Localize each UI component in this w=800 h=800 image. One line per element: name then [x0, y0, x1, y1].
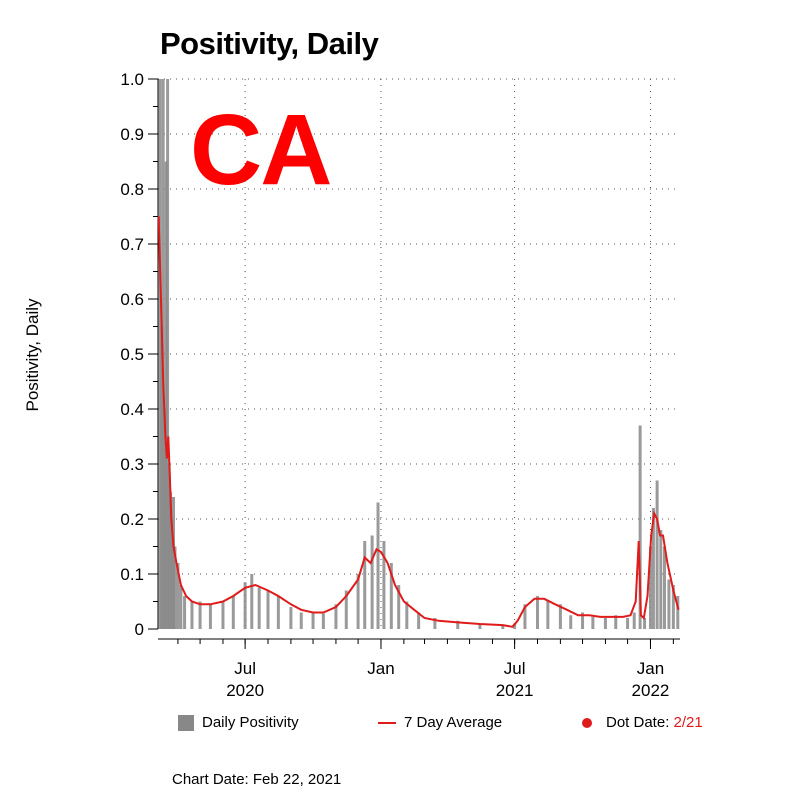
daily-positivity-bar	[676, 596, 680, 629]
daily-positivity-bar	[370, 535, 374, 629]
daily-positivity-bar	[523, 604, 527, 629]
daily-positivity-bar	[183, 596, 187, 629]
daily-positivity-bar	[344, 590, 348, 629]
daily-positivity-bar	[208, 604, 212, 629]
daily-positivity-bar	[433, 618, 437, 629]
daily-positivity-bar	[166, 79, 170, 629]
daily-positivity-bar	[266, 590, 270, 629]
y-tick-label: 0.7	[120, 235, 144, 254]
y-tick-label: 1.0	[120, 70, 144, 89]
daily-positivity-bar	[662, 546, 666, 629]
daily-positivity-bar	[671, 585, 675, 629]
daily-positivity-bar	[221, 601, 225, 629]
y-tick-label: 0.4	[120, 400, 144, 419]
y-tick-label: 0.8	[120, 180, 144, 199]
daily-positivity-bar	[655, 480, 659, 629]
x-tick-label: Jul	[504, 659, 526, 678]
legend-dot-label: Dot Date:	[606, 714, 670, 731]
daily-positivity-bar	[501, 624, 505, 629]
daily-positivity-bar	[397, 585, 401, 629]
daily-positivity-bar	[276, 596, 280, 629]
daily-positivity-bar	[648, 546, 652, 629]
daily-positivity-bar	[334, 604, 338, 629]
legend-dot-swatch	[582, 717, 592, 728]
daily-positivity-bar	[456, 620, 460, 629]
daily-positivity-bar	[651, 508, 655, 629]
y-tick-label: 0.6	[120, 290, 144, 309]
daily-positivity-bar	[389, 563, 393, 629]
daily-positivity-bar	[289, 607, 293, 629]
daily-positivity-bar	[603, 618, 607, 629]
daily-positivity-bar	[546, 601, 550, 629]
daily-positivity-bar	[581, 612, 585, 629]
legend-daily: Daily Positivity	[178, 714, 299, 731]
daily-positivity-bar	[257, 587, 261, 629]
legend-avg-label: 7 Day Average	[404, 714, 503, 731]
daily-positivity-bar	[478, 623, 482, 629]
legend-daily-label: Daily Positivity	[202, 714, 299, 731]
chart-date-footer: Chart Date: Feb 22, 2021	[172, 771, 342, 788]
x-tick-label: Jan	[367, 659, 394, 678]
x-year-label: 2020	[226, 681, 264, 700]
7-day-average-line	[157, 216, 680, 628]
daily-positivity-bar	[513, 623, 517, 629]
chart-title: Positivity, Daily	[160, 26, 379, 61]
daily-positivity-bar	[614, 615, 618, 629]
legend-dot: Dot Date: 2/21	[582, 714, 703, 731]
daily-positivity-bar	[231, 596, 235, 629]
daily-positivity-bar	[632, 612, 636, 629]
daily-positivity-bar	[176, 563, 180, 629]
y-tick-label: 0.5	[120, 345, 144, 364]
legend-dot-date: 2/21	[673, 714, 703, 731]
daily-positivity-bar	[376, 502, 380, 629]
daily-positivity-bar	[321, 613, 325, 629]
daily-positivity-bar	[659, 530, 663, 629]
daily-positivity-bar	[569, 615, 573, 629]
y-tick-label: 0.2	[120, 510, 144, 529]
x-tick-label: Jan	[637, 659, 664, 678]
x-year-label: 2022	[632, 681, 670, 700]
daily-positivity-bar	[311, 612, 315, 629]
daily-positivity-bar	[173, 546, 177, 629]
daily-positivity-bar	[558, 604, 562, 629]
y-tick-label: 0.1	[120, 565, 144, 584]
legend-bar-swatch	[178, 714, 194, 731]
daily-positivity-bar	[363, 541, 367, 629]
daily-positivity-bar	[243, 582, 247, 629]
x-year-label: 2021	[496, 681, 534, 700]
daily-positivity-bar	[356, 574, 360, 629]
daily-positivity-bar	[591, 616, 595, 629]
daily-positivity-bar	[382, 541, 386, 629]
x-tick-label: Jul	[234, 659, 256, 678]
daily-positivity-bar	[417, 612, 421, 629]
daily-positivity-bar	[638, 425, 642, 629]
daily-positivity-bar	[405, 601, 409, 629]
daily-positivity-bar	[179, 585, 183, 629]
state-label: CA	[190, 94, 332, 206]
daily-positivity-bar	[198, 601, 202, 629]
daily-positivity-bar	[536, 596, 540, 629]
y-tick-label: 0.9	[120, 125, 144, 144]
daily-positivity-bar	[667, 579, 671, 629]
daily-positivity-bar	[250, 574, 254, 629]
legend-line-swatch	[378, 721, 396, 724]
daily-positivity-bar	[299, 612, 303, 629]
legend-average: 7 Day Average	[378, 714, 502, 731]
y-axis-label: Positivity, Daily	[23, 298, 42, 412]
daily-positivity-bar	[643, 618, 647, 629]
y-tick-label: 0	[135, 620, 144, 639]
daily-positivity-bar	[626, 618, 630, 629]
y-tick-label: 0.3	[120, 455, 144, 474]
daily-positivity-bar	[190, 601, 194, 629]
